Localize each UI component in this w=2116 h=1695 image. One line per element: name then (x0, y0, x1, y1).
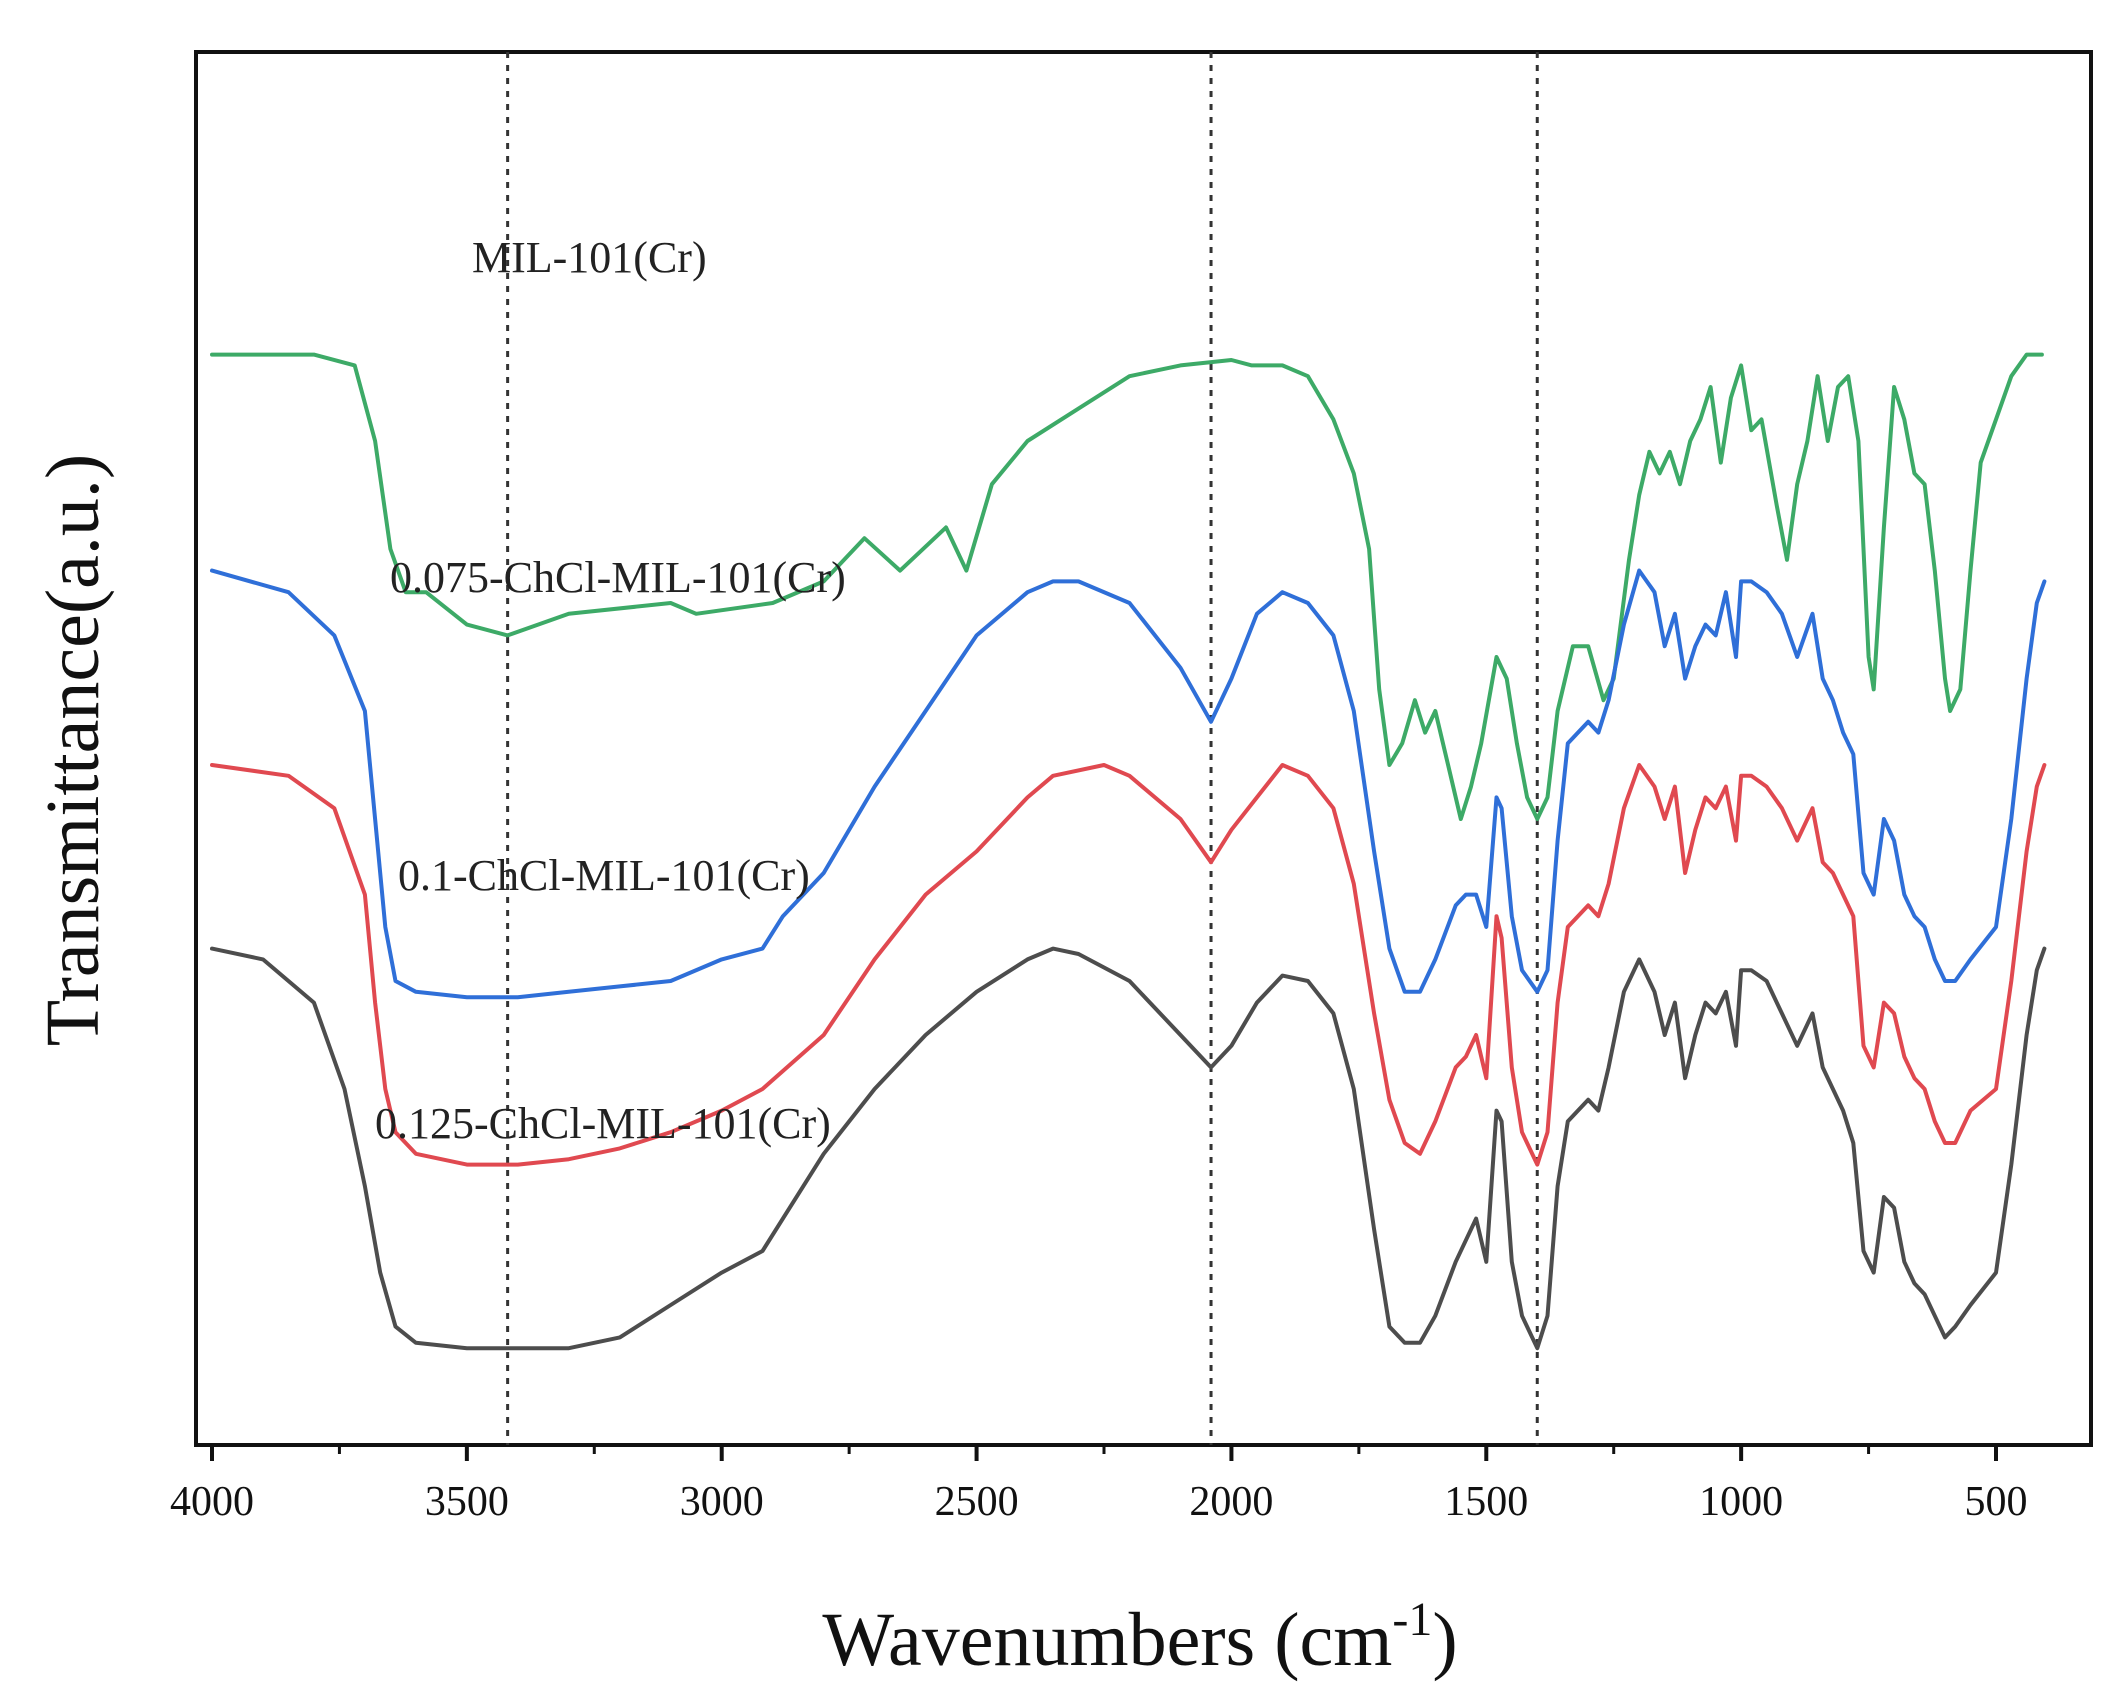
series-line-3 (210, 946, 2047, 1351)
x-axis-ticks: 4000 3500 3000 2500 2000 1500 1000 500 (170, 1445, 2028, 1525)
x-tick-label-6: 1000 (1699, 1479, 1783, 1525)
series-group (210, 352, 2047, 1351)
series-line-2 (210, 763, 2047, 1167)
reference-lines (506, 52, 1539, 1445)
plot-frame (194, 50, 2093, 1447)
series-line-1 (210, 568, 2047, 1000)
y-axis-title: Transmittance(a.u.) (31, 454, 115, 1046)
x-tick-label-2: 3000 (680, 1479, 764, 1525)
x-tick-label-0: 4000 (170, 1479, 254, 1525)
x-axis-title: Wavenumbers (cm-1) (822, 1593, 1457, 1682)
x-tick-label-3: 2500 (935, 1479, 1019, 1525)
x-tick-label-5: 1500 (1444, 1479, 1528, 1525)
series-line-0 (210, 352, 2044, 821)
series-label-0125: 0.125-ChCl-MIL-101(Cr) (375, 1099, 831, 1148)
series-label-01: 0.1-ChCl-MIL-101(Cr) (398, 851, 810, 900)
x-tick-label-7: 500 (1965, 1479, 2028, 1525)
series-labels: MIL-101(Cr) 0.075-ChCl-MIL-101(Cr) 0.1-C… (375, 233, 846, 1148)
series-label-mil-101: MIL-101(Cr) (472, 233, 707, 282)
x-tick-label-4: 2000 (1189, 1479, 1273, 1525)
series-label-0075: 0.075-ChCl-MIL-101(Cr) (390, 553, 846, 602)
x-tick-label-1: 3500 (425, 1479, 509, 1525)
